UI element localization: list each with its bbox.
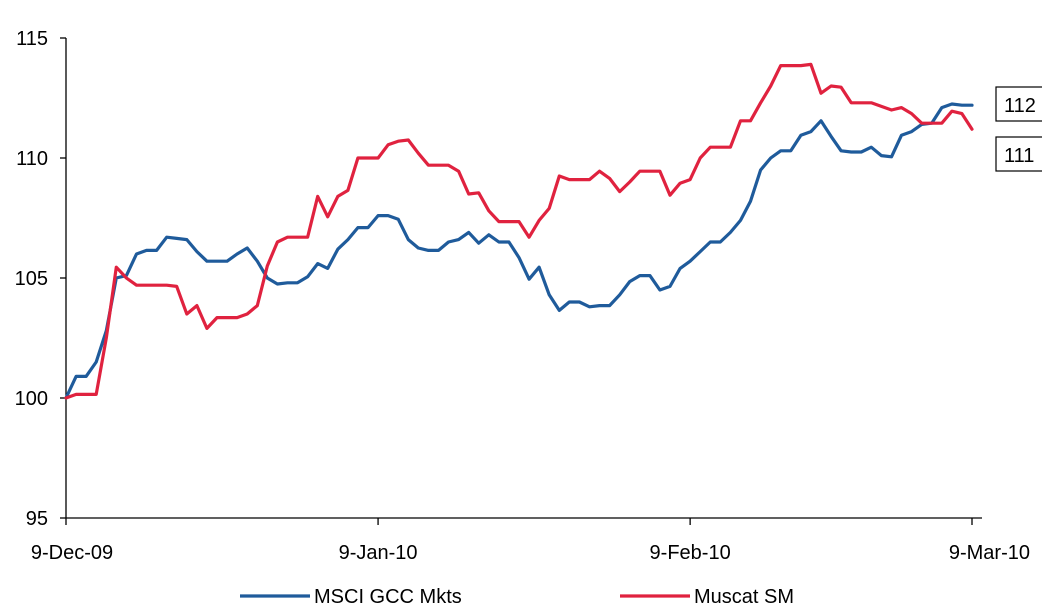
chart-axes (65, 38, 982, 519)
y-tick-label: 110 (16, 148, 48, 170)
end-labels: 112 111 (995, 86, 1042, 172)
x-tick-label: 9-Feb-10 (650, 542, 731, 564)
end-label-box (995, 86, 1042, 122)
end-label-value: 111 (1004, 145, 1034, 167)
x-tick-label: 9-Jan-10 (339, 542, 418, 564)
x-tick-label: 9-Dec-09 (31, 542, 113, 564)
x-axis-ticks: 9-Dec-09 9-Jan-10 9-Feb-10 9-Mar-10 (31, 518, 1030, 564)
x-tick-label: 9-Mar-10 (949, 542, 1030, 564)
end-label-box (995, 136, 1042, 172)
legend-label: Muscat SM (694, 586, 794, 608)
y-tick-label: 100 (15, 388, 48, 410)
y-axis-ticks: 115 110 105 100 95 (15, 28, 66, 530)
y-tick-label: 115 (16, 28, 48, 50)
series-line-msci-gcc (64, 102, 974, 400)
legend: MSCI GCC Mkts Muscat SM (240, 586, 794, 608)
end-label-value: 112 (1004, 95, 1036, 117)
y-tick-label: 105 (15, 268, 48, 290)
legend-label: MSCI GCC Mkts (314, 586, 462, 608)
series-lines (64, 62, 974, 400)
y-tick-label: 95 (26, 508, 48, 530)
series-line-muscat-sm (64, 62, 974, 400)
